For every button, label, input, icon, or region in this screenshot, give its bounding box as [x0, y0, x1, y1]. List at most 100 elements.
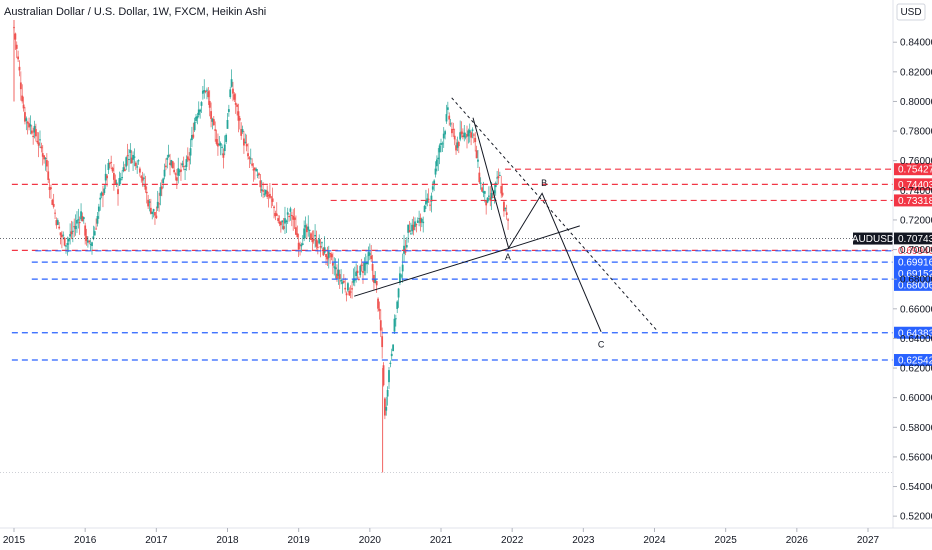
candle-body	[444, 131, 447, 135]
trend-lines[interactable]: A B C	[354, 97, 659, 350]
level-badge-bg	[894, 354, 932, 367]
candle-body	[114, 179, 117, 184]
candle-body	[207, 91, 210, 98]
candle-body	[270, 196, 273, 198]
level-price-badge[interactable]: 0.62542	[894, 354, 932, 367]
candle-body	[22, 104, 25, 109]
candle-body	[485, 200, 488, 206]
level-badge-bg	[894, 163, 932, 176]
level-price-badge[interactable]: 0.64383	[894, 326, 932, 340]
candle-body	[43, 155, 46, 160]
candle-body	[271, 198, 274, 202]
candle-body	[431, 186, 434, 190]
candle-body	[71, 230, 74, 232]
candle-body	[301, 243, 304, 245]
candle-body	[347, 283, 349, 291]
level-price-badge[interactable]: 0.69152	[894, 267, 932, 280]
currency-badge[interactable]: USD	[896, 3, 926, 21]
level-price-badge[interactable]: 0.75427	[894, 163, 932, 176]
horizontal-levels[interactable]: 0.75427 0.74403 0.73318 AUDUSD 0.707430.6994…	[0, 163, 932, 367]
candle-body	[28, 123, 30, 128]
candle-body	[377, 298, 379, 309]
candle-body	[200, 102, 203, 106]
candle-body	[441, 143, 444, 145]
trend-line[interactable]	[472, 117, 602, 332]
candle-body	[388, 370, 390, 383]
level-price-badge[interactable]: 0.68006	[894, 278, 932, 292]
candle-body	[497, 176, 500, 179]
candle-body	[252, 168, 255, 171]
candle-body	[29, 124, 32, 127]
candle-body	[66, 243, 69, 245]
candle-body	[412, 224, 415, 231]
candle-body	[305, 226, 308, 233]
candle-body	[221, 146, 223, 148]
candle-body	[96, 216, 99, 224]
level-price-badge[interactable]: 0.73318	[894, 194, 932, 207]
candle-body	[433, 180, 436, 186]
candle-body	[17, 56, 20, 60]
candle-body	[144, 185, 147, 190]
candle-body	[277, 218, 280, 221]
current-price-badge[interactable]: AUDUSD 0.70743	[0, 232, 932, 246]
candle-body	[375, 281, 378, 286]
x-tick-label: 2017	[145, 535, 168, 546]
x-tick-label: 2018	[216, 535, 239, 546]
candle-body	[167, 154, 170, 157]
level-price-badge[interactable]: 0.69946	[894, 244, 932, 257]
candle-body	[134, 162, 137, 167]
candle-body	[345, 293, 348, 296]
candle-body	[416, 220, 419, 223]
candle-body	[425, 200, 427, 205]
candle-body	[366, 261, 368, 265]
candle-body	[236, 104, 238, 107]
level-badge-label: 0.75427	[898, 165, 932, 176]
candle-body	[147, 199, 150, 207]
candle-body	[100, 192, 103, 196]
level-price-badge[interactable]: 0.69916	[894, 255, 932, 269]
candle-body	[448, 115, 451, 120]
candle-body	[394, 318, 397, 320]
candle-body	[488, 195, 490, 197]
candle-body	[414, 221, 416, 227]
candle-body	[175, 177, 178, 181]
candle-body	[217, 143, 219, 147]
candle-body	[180, 169, 182, 172]
candle-body	[214, 129, 217, 131]
dashed-trend-line[interactable]	[451, 97, 659, 333]
candle-body	[310, 233, 312, 240]
candle-body	[478, 172, 481, 183]
candle-body	[193, 122, 196, 131]
level-badge-label: 0.64383	[898, 328, 932, 339]
level-badge-bg	[894, 244, 932, 257]
candle-body	[210, 111, 212, 119]
candle-body	[204, 91, 207, 93]
candle-body	[229, 89, 232, 98]
candle-body	[390, 353, 393, 357]
y-tick-label: 0.52000	[900, 512, 932, 523]
trend-line[interactable]	[354, 225, 580, 297]
candle-body	[151, 211, 154, 214]
candle-body	[189, 148, 192, 156]
candle-body	[162, 178, 165, 184]
candle-body	[45, 160, 48, 167]
symbol-label: AUDUSD	[852, 234, 894, 245]
candle-body	[331, 262, 334, 266]
candle-body	[37, 142, 40, 146]
candle-body	[48, 186, 51, 190]
candle-body	[318, 238, 321, 244]
x-tick-label: 2021	[430, 535, 453, 546]
x-tick-label: 2016	[74, 535, 97, 546]
candle-body	[438, 145, 441, 153]
candle-body	[312, 239, 315, 241]
candle-body	[121, 177, 124, 179]
candle-body	[386, 389, 389, 397]
level-price-badge[interactable]: 0.74403	[894, 178, 932, 191]
candle-body	[360, 264, 363, 266]
